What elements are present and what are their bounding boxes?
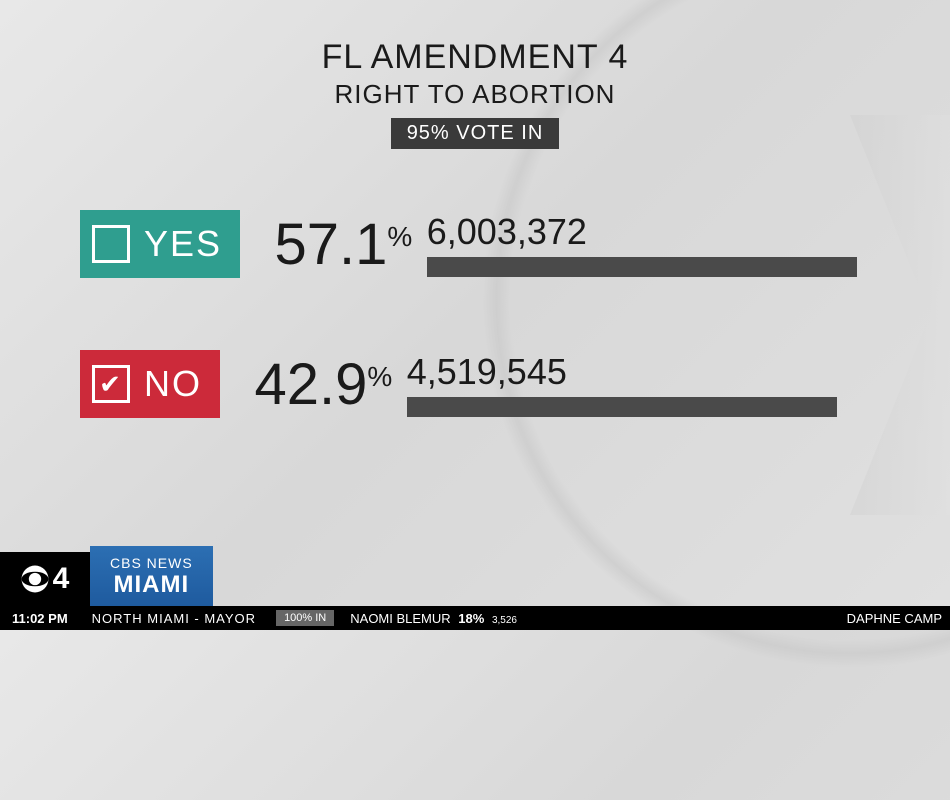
station-logo: 4 (0, 552, 90, 606)
amendment-title: FL AMENDMENT 4 (0, 38, 950, 77)
results-panel: YES 57.1% 6,003,372 ✔ NO 42.9% 4,519,545 (80, 210, 950, 490)
result-row-yes: YES 57.1% 6,003,372 (80, 210, 950, 310)
checkbox-yes (92, 225, 130, 263)
option-no-label: NO (144, 363, 202, 405)
yes-bar (427, 257, 857, 277)
result-row-no: ✔ NO 42.9% 4,519,545 (80, 350, 950, 450)
no-votes-block: 4,519,545 (407, 351, 837, 417)
checkbox-no: ✔ (92, 365, 130, 403)
ticker-race: NORTH MIAMI - MAYOR (80, 611, 268, 626)
ticker-candidate-2: DAPHNE CAMP (839, 611, 950, 626)
news-ticker: 11:02 PM NORTH MIAMI - MAYOR 100% IN NAO… (0, 606, 950, 630)
brand-top-text: CBS NEWS (110, 555, 193, 571)
lower-third: 4 CBS NEWS MIAMI (0, 552, 213, 606)
news-brand-box: CBS NEWS MIAMI (90, 546, 213, 608)
no-bar (407, 397, 837, 417)
ticker-reporting-badge: 100% IN (276, 610, 334, 626)
option-yes-box: YES (80, 210, 240, 278)
ticker-candidate-1: NAOMI BLEMUR 18% 3,526 (342, 611, 525, 626)
option-yes-label: YES (144, 223, 222, 265)
brand-bottom-text: MIAMI (110, 571, 193, 599)
check-icon: ✔ (99, 371, 123, 397)
yes-percent: 57.1% (275, 211, 413, 278)
channel-number: 4 (53, 562, 70, 596)
amendment-subtitle: RIGHT TO ABORTION (0, 79, 950, 110)
option-no-box: ✔ NO (80, 350, 220, 418)
no-percent: 42.9% (254, 351, 392, 418)
yes-vote-count: 6,003,372 (427, 211, 857, 253)
results-header: FL AMENDMENT 4 RIGHT TO ABORTION 95% VOT… (0, 38, 950, 149)
yes-votes-block: 6,003,372 (427, 211, 857, 277)
no-vote-count: 4,519,545 (407, 351, 837, 393)
vote-in-badge: 95% VOTE IN (391, 118, 560, 149)
cbs-eye-icon (21, 565, 49, 593)
ticker-time: 11:02 PM (0, 611, 80, 626)
